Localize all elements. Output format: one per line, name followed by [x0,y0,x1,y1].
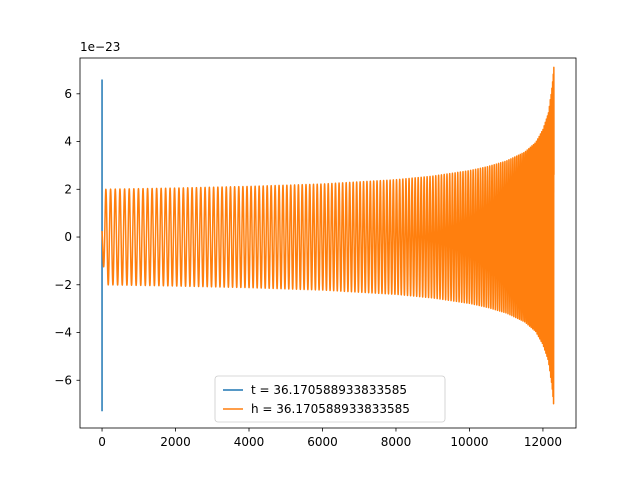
y-tick-label: 2 [64,182,72,196]
x-tick-label: 10000 [450,435,488,449]
y-tick-label: 0 [64,230,72,244]
legend-label: t = 36.170588933833585 [251,383,407,397]
y-tick-label: −4 [54,326,72,340]
y-tick-label: −6 [54,373,72,387]
y-axis: −6 −4 −2 0 2 4 6 [54,87,80,387]
x-tick-label: 4000 [234,435,265,449]
y-tick-label: 4 [64,135,72,149]
x-axis: 0 2000 4000 6000 8000 10000 12000 [98,428,562,449]
legend-label: h = 36.170588933833585 [251,402,410,416]
x-tick-label: 2000 [160,435,191,449]
x-tick-label: 0 [98,435,106,449]
plot-area [101,66,555,412]
legend-box [214,375,446,423]
y-tick-label: −2 [54,278,72,292]
legend: t = 36.170588933833585 h = 36.17058893383… [214,375,446,423]
x-tick-label: 12000 [524,435,562,449]
x-tick-label: 6000 [307,435,338,449]
series-h-line [101,66,555,405]
y-scale-label: 1e−23 [80,40,120,54]
axes-frame [79,57,577,429]
x-tick-label: 8000 [381,435,412,449]
y-tick-label: 6 [64,87,72,101]
